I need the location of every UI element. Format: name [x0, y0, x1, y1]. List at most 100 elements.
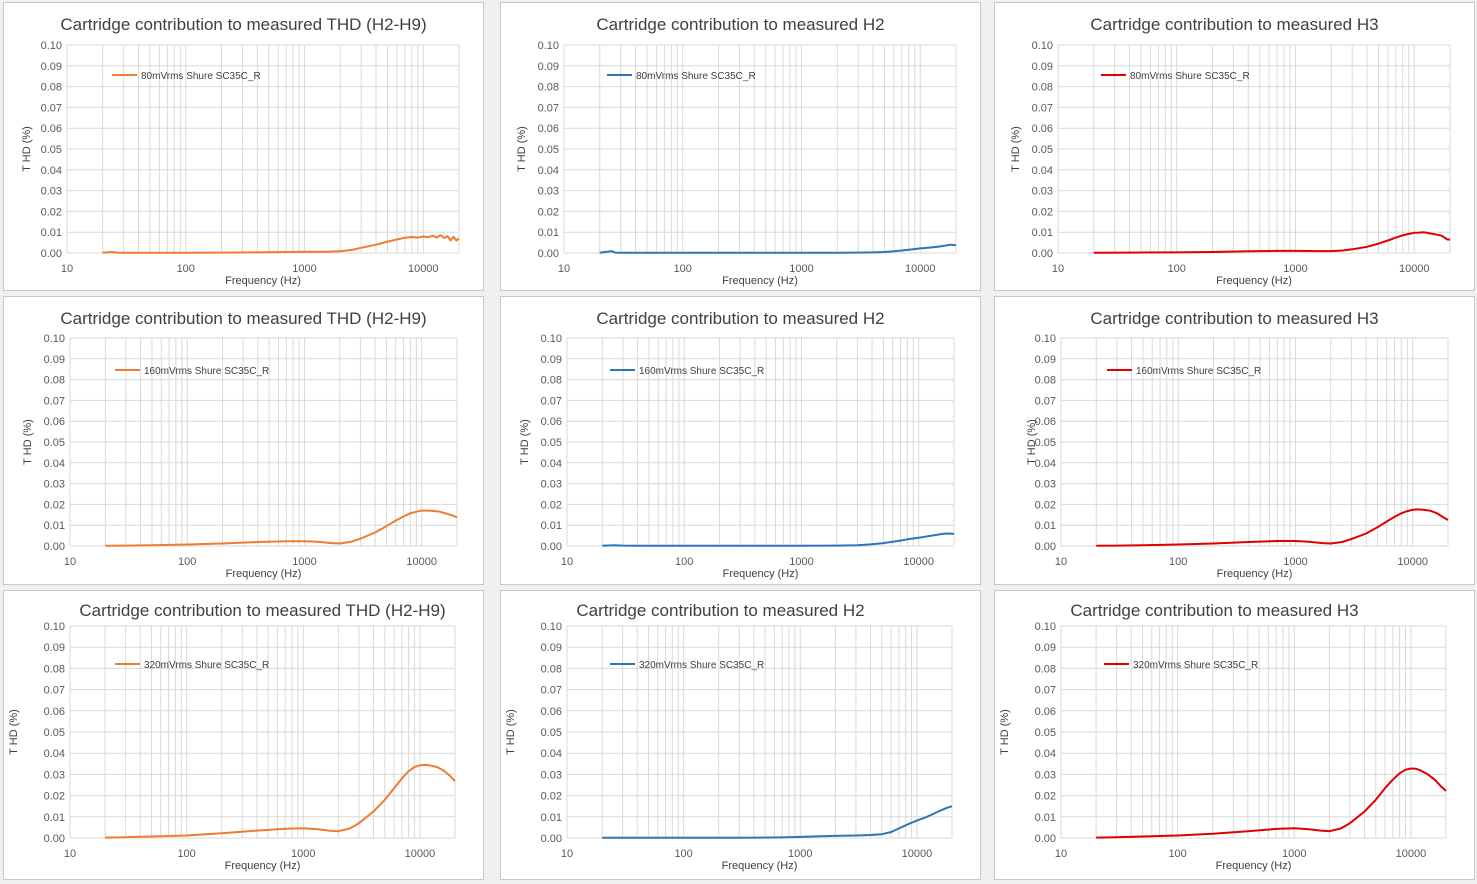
y-tick-label: 0.06 [1032, 123, 1053, 135]
y-tick-label: 0.00 [538, 248, 559, 260]
y-tick-label: 0.05 [1035, 727, 1056, 739]
y-axis-title: T HD (%) [505, 709, 517, 755]
chart-panel-h2-80mv: Cartridge contribution to measured H2 0.… [500, 2, 981, 291]
y-axis-title: T HD (%) [1010, 126, 1022, 172]
y-tick-label: 0.05 [1032, 144, 1053, 156]
series-line [602, 805, 953, 839]
x-tick-label: 10 [558, 263, 570, 275]
x-tick-label: 10000 [408, 263, 439, 275]
y-tick-label: 0.10 [1032, 40, 1053, 52]
legend-label: 160mVrms Shure SC35C_R [1136, 366, 1261, 377]
y-gridlines [67, 44, 459, 254]
y-gridlines [1061, 337, 1448, 547]
x-tick-label: 10 [61, 263, 73, 275]
y-tick-label: 0.09 [44, 642, 65, 654]
y-gridlines [564, 44, 956, 254]
chart-plot: 0.00 0.01 0.02 0.03 0.04 0.05 0.06 0.07 0.08 0.09… [22, 333, 458, 580]
x-axis-title: Frequency (Hz) [1216, 860, 1292, 872]
y-tick-label: 0.00 [44, 541, 65, 553]
y-axis-title: T HD (%) [516, 126, 528, 172]
x-axis-title: Frequency (Hz) [722, 275, 798, 287]
y-tick-label: 0.10 [41, 40, 62, 52]
chart-panel-thd-160mv: Cartridge contribution to measured THD (… [3, 296, 484, 585]
y-tick-label: 0.01 [541, 812, 562, 824]
y-tick-label: 0.09 [1035, 642, 1056, 654]
y-gridlines [70, 337, 457, 547]
y-tick-label: 0.03 [541, 479, 562, 491]
y-tick-label: 0.05 [41, 144, 62, 156]
legend-label: 80mVrms Shure SC35C_R [636, 71, 756, 82]
y-tick-label: 0.01 [541, 520, 562, 532]
y-axis-title: T HD (%) [8, 709, 20, 755]
chart-plot: 0.00 0.01 0.02 0.03 0.04 0.05 0.06 0.07 0.08 0.09… [21, 40, 460, 287]
y-tick-label: 0.04 [1035, 748, 1056, 760]
chart-plot: 0.00 0.01 0.02 0.03 0.04 0.05 0.06 0.07 0.08 0.09… [8, 621, 456, 872]
y-tick-label: 0.04 [1035, 458, 1056, 470]
x-tick-label: 10 [561, 848, 573, 860]
y-axis-title: T HD (%) [1026, 419, 1038, 465]
y-tick-label: 0.01 [44, 812, 65, 824]
x-tick-label: 10 [1055, 848, 1067, 860]
x-tick-label: 10 [64, 848, 76, 860]
y-gridlines [1061, 625, 1446, 839]
y-tick-label: 0.04 [44, 458, 65, 470]
y-tick-label: 0.07 [541, 685, 562, 697]
x-tick-label: 100 [177, 848, 195, 860]
y-tick-label: 0.03 [1035, 479, 1056, 491]
series-line [1096, 767, 1447, 839]
y-tick-label: 0.06 [41, 123, 62, 135]
y-gridlines [1058, 44, 1450, 254]
y-tick-label: 0.04 [41, 165, 62, 177]
y-gridlines [567, 625, 952, 839]
chart-title: Cartridge contribution to measured THD (… [60, 15, 427, 34]
y-tick-label: 0.10 [1035, 621, 1056, 633]
x-tick-label: 1000 [1282, 848, 1306, 860]
y-tick-label: 0.09 [44, 354, 65, 366]
x-axis-title: Frequency (Hz) [1216, 275, 1292, 287]
x-tick-label: 100 [178, 556, 196, 568]
y-tick-label: 0.05 [541, 437, 562, 449]
y-tick-label: 0.01 [538, 227, 559, 239]
x-tick-label: 10000 [405, 848, 436, 860]
x-tick-label: 100 [177, 263, 195, 275]
y-tick-label: 0.07 [41, 102, 62, 114]
y-tick-label: 0.00 [541, 541, 562, 553]
y-tick-label: 0.06 [1035, 706, 1056, 718]
y-tick-label: 0.02 [1035, 791, 1056, 803]
x-axis-title: Frequency (Hz) [722, 860, 798, 872]
chart-title: Cartridge contribution to measured H3 [1070, 601, 1359, 620]
chart-plot: 0.00 0.01 0.02 0.03 0.04 0.05 0.06 0.07 0.08 0.09… [505, 621, 953, 872]
y-tick-label: 0.03 [44, 769, 65, 781]
x-tick-label: 1000 [788, 848, 812, 860]
chart-panel-h3-320mv: Cartridge contribution to measured H3 0.… [994, 590, 1475, 880]
x-tick-label: 10000 [1396, 848, 1427, 860]
y-tick-label: 0.00 [1032, 248, 1053, 260]
chart-panel-h3-80mv: Cartridge contribution to measured H3 0.… [994, 2, 1475, 291]
y-tick-label: 0.09 [1032, 61, 1053, 73]
y-tick-label: 0.10 [538, 40, 559, 52]
series-line [105, 509, 458, 547]
x-tick-label: 10000 [1399, 263, 1430, 275]
y-tick-label: 0.02 [541, 499, 562, 511]
legend-label: 80mVrms Shure SC35C_R [141, 71, 261, 82]
y-tick-label: 0.08 [44, 375, 65, 387]
x-tick-label: 1000 [1283, 263, 1307, 275]
x-tick-label: 100 [675, 556, 693, 568]
x-tick-label: 1000 [292, 556, 316, 568]
chart-plot: 0.00 0.01 0.02 0.03 0.04 0.05 0.06 0.07 0.08 0.09… [516, 40, 957, 287]
legend-label: 320mVrms Shure SC35C_R [639, 660, 764, 671]
x-tick-label: 10000 [406, 556, 437, 568]
chart-title: Cartridge contribution to measured THD (… [60, 309, 427, 328]
legend-label: 160mVrms Shure SC35C_R [144, 366, 269, 377]
y-tick-label: 0.00 [1035, 833, 1056, 845]
x-tick-label: 10 [1055, 556, 1067, 568]
series-line [102, 234, 460, 254]
chart-title: Cartridge contribution to measured THD (… [79, 601, 446, 620]
x-tick-label: 10 [64, 556, 76, 568]
chart-panel-h2-320mv: Cartridge contribution to measured H2 0.… [500, 590, 981, 880]
y-tick-label: 0.06 [1035, 416, 1056, 428]
x-tick-label: 10000 [905, 263, 936, 275]
legend-label: 160mVrms Shure SC35C_R [639, 366, 764, 377]
x-axis-title: Frequency (Hz) [1217, 568, 1293, 580]
x-tick-label: 100 [1168, 848, 1186, 860]
